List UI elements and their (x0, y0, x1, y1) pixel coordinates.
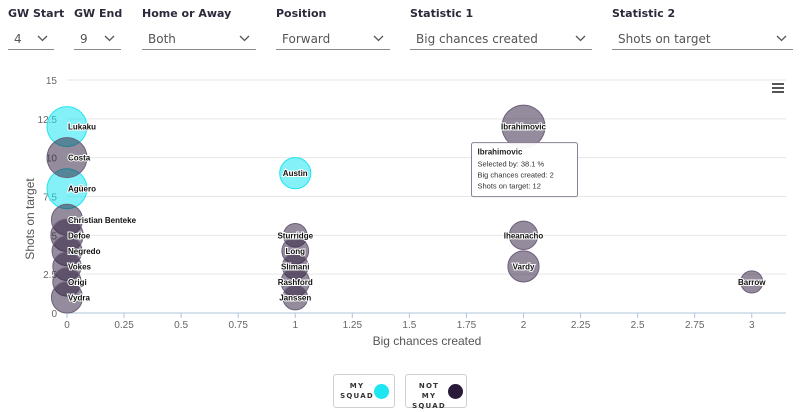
data-label: Costa (68, 154, 91, 163)
filter-bar: GW Start 4 GW End 9 Home or Away Both Po… (0, 0, 800, 60)
y-tick-label: 0 (51, 309, 57, 320)
statistic-2-value: Shots on target (618, 32, 711, 46)
tooltip-title: Ibrahimovic (478, 148, 523, 157)
x-tick-label: 0.5 (174, 320, 188, 331)
tooltip-line: Shots on target: 12 (478, 182, 541, 191)
data-label: Vydra (68, 293, 90, 302)
gw-start-filter: GW Start 4 (8, 6, 65, 50)
statistic-1-value: Big chances created (416, 32, 538, 46)
data-label: Agüero (68, 185, 96, 194)
y-tick-label: 2.5 (43, 270, 57, 281)
chevron-down-icon (37, 35, 48, 42)
gw-end-select[interactable]: 9 (74, 28, 121, 50)
y-tick-label: 12.5 (38, 115, 58, 126)
x-tick-label: 2 (521, 320, 527, 331)
gw-end-filter: GW End 9 (74, 6, 123, 50)
x-tick-label: 1.25 (343, 320, 363, 331)
position-filter: Position Forward (276, 6, 390, 50)
x-tick-label: 2.25 (571, 320, 591, 331)
x-axis-title: Big chances created (373, 334, 482, 348)
position-select[interactable]: Forward (276, 28, 390, 50)
data-label: Iheanacho (504, 231, 544, 240)
bubble-point[interactable] (282, 284, 309, 311)
data-label: Vardy (513, 262, 535, 271)
data-label: Ibrahimovic (501, 123, 546, 132)
data-label: Austin (283, 169, 308, 178)
statistic-2-label: Statistic 2 (612, 7, 676, 20)
position-label: Position (276, 7, 327, 20)
data-label: Defoe (68, 231, 91, 240)
statistic-1-select[interactable]: Big chances created (410, 28, 592, 50)
hamburger-menu-icon[interactable] (772, 82, 786, 94)
position-value: Forward (282, 32, 331, 46)
bubble-point[interactable] (508, 220, 539, 251)
statistic-2-filter: Statistic 2 Shots on target (612, 6, 793, 50)
data-label: Slimani (281, 262, 309, 271)
x-tick-label: 1 (292, 320, 298, 331)
x-tick-label: 1.75 (457, 320, 477, 331)
legend-not-my-squad-label: NOT MY SQUAD (412, 381, 446, 411)
tooltip-line: Selected by: 38.1 % (478, 160, 545, 169)
x-tick-label: 0.25 (114, 320, 134, 331)
legend-item-not-my-squad[interactable]: NOT MY SQUAD (405, 374, 467, 411)
bubble-point[interactable] (279, 157, 312, 190)
bubble-point[interactable] (50, 281, 84, 314)
y-axis-title: Shots on target (23, 178, 37, 260)
grid-layer (67, 79, 786, 314)
legend-my-squad-swatch (374, 384, 389, 399)
bubble-point[interactable] (507, 250, 540, 283)
gw-start-label: GW Start (8, 7, 65, 20)
tooltip: Ibrahimovic Selected by: 38.1 % Big chance… (471, 142, 579, 198)
data-label: Rashford (278, 278, 313, 287)
gw-end-value: 9 (80, 32, 88, 46)
gw-start-select[interactable]: 4 (8, 28, 54, 50)
data-label: Christian Benteke (68, 216, 137, 225)
x-tick-label: 2.5 (631, 320, 645, 331)
data-label: Sturridge (277, 231, 313, 240)
y-tick-label: 15 (46, 76, 58, 87)
gw-end-label: GW End (74, 7, 123, 20)
statistic-1-filter: Statistic 1 Big chances created (410, 6, 592, 50)
data-label: Janssen (279, 293, 311, 302)
chevron-down-icon (239, 35, 250, 42)
label-layer: Lukaku Agüero Austin Costa Christian Benteke… (67, 122, 767, 304)
statistic-2-select[interactable]: Shots on target (612, 28, 793, 50)
home-away-select[interactable]: Both (142, 28, 256, 50)
chevron-down-icon (373, 35, 384, 42)
bubble-point[interactable] (46, 137, 88, 179)
data-label: Vokes (68, 262, 92, 271)
data-label: Barrow (738, 278, 766, 287)
home-away-filter: Home or Away Both (142, 6, 256, 50)
chevron-down-icon (776, 35, 787, 42)
x-tick-label: 0.75 (228, 320, 248, 331)
axis-layer: 02.557.51012.51500.250.50.7511.251.51.75… (38, 76, 786, 331)
chevron-down-icon (104, 35, 115, 42)
tooltip-line: Big chances created: 2 (478, 171, 554, 180)
home-away-label: Home or Away (142, 7, 232, 20)
x-tick-label: 3 (749, 320, 755, 331)
legend-not-my-squad-swatch (448, 384, 463, 399)
x-tick-label: 2.75 (685, 320, 705, 331)
legend-my-squad-line2: SQUAD (340, 392, 374, 400)
bubble-point[interactable] (740, 270, 764, 294)
legend-not-my-squad-line2: SQUAD (412, 402, 446, 410)
legend-my-squad-line1: MY (349, 382, 365, 390)
legend-not-my-squad-line1: NOT MY (418, 382, 440, 400)
x-tick-label: 1.5 (402, 320, 416, 331)
bubble-layer (46, 104, 764, 314)
gw-start-value: 4 (14, 32, 22, 46)
bubble-chart: 02.557.51012.51500.250.50.7511.251.51.75… (23, 76, 786, 348)
legend-my-squad-label: MY SQUAD (340, 381, 374, 401)
statistic-1-label: Statistic 1 (410, 7, 474, 20)
data-label: Negredo (68, 247, 101, 256)
data-label: Lukaku (68, 123, 96, 132)
x-tick-label: 0 (64, 320, 70, 331)
chevron-down-icon (575, 35, 586, 42)
tooltip-box (471, 142, 579, 198)
data-label: Origi (68, 278, 87, 287)
home-away-value: Both (148, 32, 176, 46)
data-label: Long (285, 247, 305, 256)
legend-item-my-squad[interactable]: MY SQUAD (333, 374, 395, 408)
